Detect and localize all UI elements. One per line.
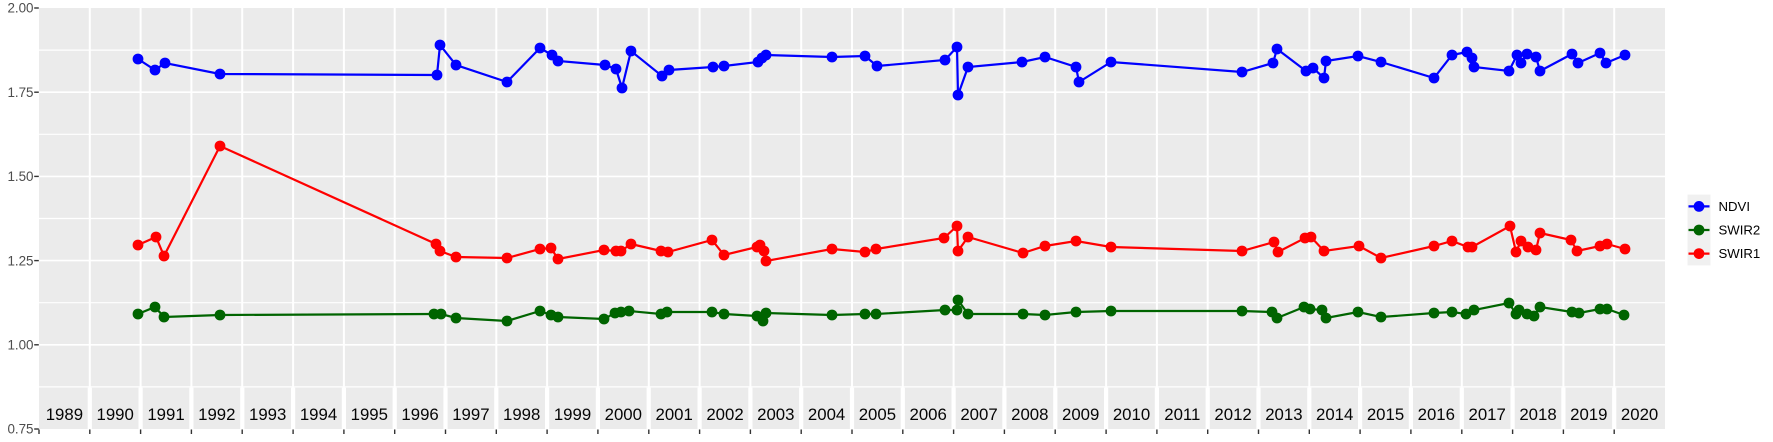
svg-text:1991: 1991 [147, 405, 184, 424]
svg-text:1994: 1994 [300, 405, 337, 424]
svg-text:1.25: 1.25 [7, 253, 33, 268]
svg-text:1992: 1992 [198, 405, 235, 424]
svg-text:2005: 2005 [859, 405, 896, 424]
svg-text:NDVI: NDVI [1719, 199, 1751, 214]
svg-text:2007: 2007 [960, 405, 997, 424]
svg-text:2.00: 2.00 [7, 1, 33, 16]
svg-text:2015: 2015 [1367, 405, 1404, 424]
svg-text:2019: 2019 [1570, 405, 1607, 424]
svg-text:2020: 2020 [1621, 405, 1658, 424]
svg-text:2016: 2016 [1418, 405, 1455, 424]
svg-text:2006: 2006 [910, 405, 947, 424]
svg-text:2002: 2002 [706, 405, 743, 424]
svg-text:1997: 1997 [452, 405, 489, 424]
svg-text:2017: 2017 [1469, 405, 1506, 424]
svg-text:1999: 1999 [554, 405, 591, 424]
svg-text:1996: 1996 [401, 405, 438, 424]
svg-text:1990: 1990 [97, 405, 134, 424]
svg-text:2008: 2008 [1011, 405, 1048, 424]
svg-text:SWIR1: SWIR1 [1719, 246, 1761, 261]
svg-text:1.75: 1.75 [7, 85, 33, 100]
svg-text:1989: 1989 [46, 405, 83, 424]
svg-text:2001: 2001 [656, 405, 693, 424]
svg-text:2003: 2003 [757, 405, 794, 424]
svg-text:0.75: 0.75 [7, 422, 33, 437]
svg-text:1993: 1993 [249, 405, 286, 424]
svg-text:1995: 1995 [351, 405, 388, 424]
svg-text:1.50: 1.50 [7, 169, 33, 184]
svg-text:2004: 2004 [808, 405, 845, 424]
svg-text:1.00: 1.00 [7, 338, 33, 353]
svg-text:2012: 2012 [1214, 405, 1251, 424]
svg-text:SWIR2: SWIR2 [1719, 223, 1761, 238]
svg-text:2000: 2000 [605, 405, 642, 424]
svg-text:2009: 2009 [1062, 405, 1099, 424]
svg-text:1998: 1998 [503, 405, 540, 424]
svg-text:2010: 2010 [1113, 405, 1150, 424]
svg-text:2018: 2018 [1519, 405, 1556, 424]
svg-text:2013: 2013 [1265, 405, 1302, 424]
svg-text:2014: 2014 [1316, 405, 1353, 424]
svg-text:2011: 2011 [1164, 405, 1200, 424]
